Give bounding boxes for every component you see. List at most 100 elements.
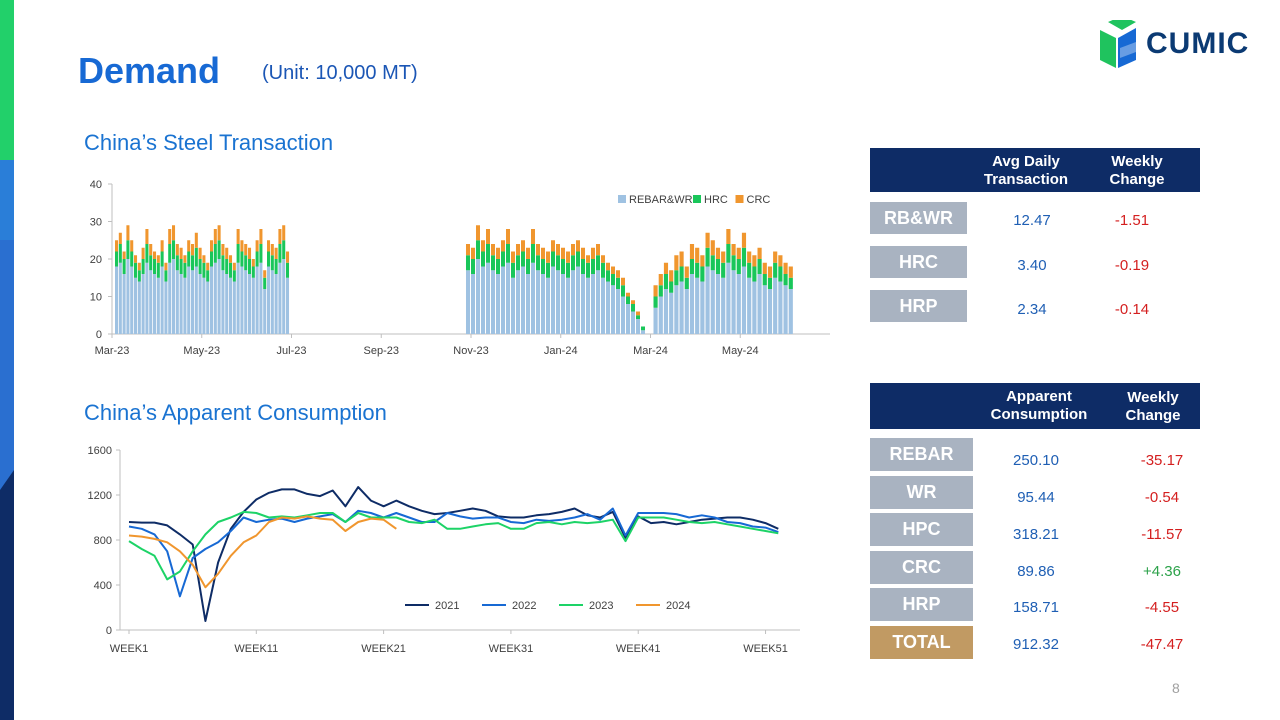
bar-rebar-wr (631, 311, 635, 334)
bar-hrc (496, 259, 500, 274)
logo-mark-icon (1100, 20, 1136, 68)
x-tick-label: WEEK31 (489, 643, 534, 655)
legend-label: 2022 (512, 600, 536, 612)
row-label-hrc: HRC (870, 246, 967, 278)
bar-rebar-wr (251, 277, 255, 334)
bar-hrc (145, 244, 149, 263)
bar-rebar-wr (149, 270, 153, 334)
bar-crc (130, 240, 134, 252)
bar-rebar-wr (773, 277, 778, 334)
bar-crc (631, 300, 635, 304)
row-label-crc: CRC (870, 551, 973, 584)
bar-hrc (783, 274, 788, 286)
row-label-hrp: HRP (870, 290, 967, 322)
bar-rebar-wr (213, 262, 217, 334)
bar-crc (551, 240, 555, 252)
legend-label: REBAR&WR (629, 194, 693, 206)
bar-crc (282, 225, 286, 241)
change-crc: +4.36 (1143, 563, 1181, 580)
bar-hrc (700, 266, 705, 282)
value-rebar: 250.10 (1013, 452, 1059, 469)
bar-hrc (726, 244, 731, 263)
bar-hrc (466, 255, 470, 271)
bar-rebar-wr (731, 270, 736, 334)
bar-rebar-wr (130, 266, 134, 334)
bar-hrc (278, 244, 282, 263)
bar-hrc (606, 270, 610, 282)
bar-rebar-wr (194, 266, 198, 334)
bar-hrc (757, 259, 762, 274)
x-tick-label: Jul-23 (277, 345, 307, 357)
bar-crc (536, 244, 540, 256)
bar-crc (115, 240, 119, 252)
unit-label: (Unit: 10,000 MT) (262, 62, 418, 84)
bar-hrc (156, 262, 160, 278)
cumic-logo: CUMIC (1096, 20, 1266, 72)
bar-rebar-wr (153, 274, 157, 334)
bar-hrc (752, 266, 757, 282)
bar-hrc (705, 247, 710, 267)
bar-hrc (641, 326, 645, 331)
x-tick-label: WEEK41 (616, 643, 661, 655)
bar-rebar-wr (172, 259, 176, 334)
bar-hrc (225, 259, 229, 274)
bar-crc (236, 229, 240, 244)
bar-rebar-wr (506, 262, 510, 334)
bar-hrc (486, 244, 490, 263)
bar-hrc (191, 255, 195, 271)
bar-rebar-wr (164, 281, 168, 334)
legend-swatch (618, 195, 626, 203)
bar-crc (571, 244, 575, 256)
y-tick-label: 1600 (88, 445, 112, 457)
bar-crc (566, 251, 570, 263)
bar-hrc (481, 251, 485, 267)
bar-hrc (715, 259, 721, 274)
bar-hrc (773, 262, 778, 278)
bar-crc (511, 251, 515, 263)
bar-hrc (741, 247, 747, 267)
bar-crc (471, 247, 475, 259)
row-label-rbwr: RB&WR (870, 202, 967, 234)
bar-rebar-wr (236, 262, 240, 334)
bar-rebar-wr (122, 274, 126, 334)
bar-hrc (187, 251, 191, 267)
bar-crc (225, 247, 229, 259)
bar-rebar-wr (486, 262, 490, 334)
header-avg-daily: Avg Daily Transaction (983, 153, 1069, 188)
bar-hrc (141, 259, 145, 274)
bar-hrc (118, 244, 122, 263)
change-wr: -0.54 (1144, 489, 1180, 506)
row-label-wr: WR (870, 476, 973, 509)
bar-hrc (551, 251, 555, 267)
bar-hrc (232, 270, 236, 282)
bar-crc (726, 229, 731, 244)
change-hrp: -0.14 (1114, 301, 1150, 318)
bar-rebar-wr (566, 277, 570, 334)
bar-hrc (571, 255, 575, 271)
bar-rebar-wr (471, 274, 475, 334)
x-tick-label: May-23 (183, 345, 220, 357)
bar-crc (486, 229, 490, 244)
bar-crc (156, 255, 160, 263)
header-apparent-consumption: Apparent Consumption (990, 388, 1088, 423)
bar-hrc (122, 259, 126, 274)
bar-crc (206, 262, 210, 271)
bar-rebar-wr (556, 270, 560, 334)
bar-rebar-wr (674, 285, 679, 334)
bar-hrc (689, 259, 695, 274)
bar-rebar-wr (551, 266, 555, 334)
bar-rebar-wr (466, 270, 470, 334)
bar-rebar-wr (736, 274, 741, 334)
bar-crc (616, 270, 620, 278)
bar-crc (210, 240, 214, 252)
legend-label: 2023 (589, 600, 613, 612)
value-crc: 89.86 (1017, 563, 1055, 580)
series-line-2023 (128, 510, 779, 581)
bar-hrc (236, 244, 240, 263)
bar-crc (183, 255, 187, 263)
bar-crc (741, 232, 747, 248)
bar-rebar-wr (541, 274, 545, 334)
bar-rebar-wr (586, 277, 590, 334)
bar-crc (194, 232, 198, 248)
bar-hrc (491, 255, 495, 271)
